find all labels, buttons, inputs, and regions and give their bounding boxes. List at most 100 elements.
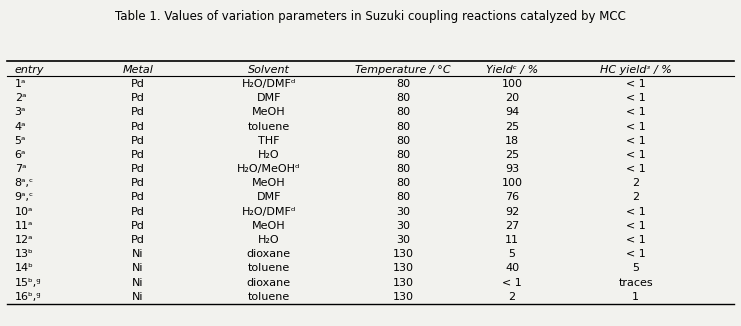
- Text: Pd: Pd: [131, 221, 145, 231]
- Text: MeOH: MeOH: [252, 107, 285, 117]
- Text: 80: 80: [396, 136, 411, 146]
- Text: H₂O/DMFᵈ: H₂O/DMFᵈ: [242, 79, 296, 89]
- Text: 80: 80: [396, 164, 411, 174]
- Text: Temperature / °C: Temperature / °C: [356, 65, 451, 75]
- Text: toluene: toluene: [247, 292, 290, 302]
- Text: Ni: Ni: [133, 292, 144, 302]
- Text: H₂O/MeOHᵈ: H₂O/MeOHᵈ: [237, 164, 301, 174]
- Text: 30: 30: [396, 221, 411, 231]
- Text: 14ᵇ: 14ᵇ: [15, 263, 33, 274]
- Text: Ni: Ni: [133, 278, 144, 288]
- Text: 130: 130: [393, 292, 413, 302]
- Text: Pd: Pd: [131, 207, 145, 217]
- Text: 92: 92: [505, 207, 519, 217]
- Text: DMF: DMF: [256, 93, 281, 103]
- Text: 80: 80: [396, 150, 411, 160]
- Text: Table 1. Values of variation parameters in Suzuki coupling reactions catalyzed b: Table 1. Values of variation parameters …: [115, 10, 626, 23]
- Text: Ni: Ni: [133, 249, 144, 259]
- Text: Pd: Pd: [131, 79, 145, 89]
- Text: THF: THF: [258, 136, 279, 146]
- Text: toluene: toluene: [247, 263, 290, 274]
- Text: 80: 80: [396, 178, 411, 188]
- Text: 5: 5: [632, 263, 639, 274]
- Text: 1: 1: [632, 292, 639, 302]
- Text: Pd: Pd: [131, 178, 145, 188]
- Text: 18: 18: [505, 136, 519, 146]
- Text: Pd: Pd: [131, 164, 145, 174]
- Text: < 1: < 1: [625, 150, 645, 160]
- Text: 10ᵃ: 10ᵃ: [15, 207, 33, 217]
- Text: < 1: < 1: [625, 79, 645, 89]
- Text: 11: 11: [505, 235, 519, 245]
- Text: 2: 2: [632, 192, 639, 202]
- Text: traces: traces: [618, 278, 653, 288]
- Text: 80: 80: [396, 192, 411, 202]
- Text: 11ᵃ: 11ᵃ: [15, 221, 33, 231]
- Text: 7ᵃ: 7ᵃ: [15, 164, 26, 174]
- Text: Pd: Pd: [131, 122, 145, 132]
- Text: H₂O: H₂O: [258, 150, 279, 160]
- Text: 130: 130: [393, 249, 413, 259]
- Text: Pd: Pd: [131, 150, 145, 160]
- Text: Pd: Pd: [131, 93, 145, 103]
- Text: 5ᵃ: 5ᵃ: [15, 136, 26, 146]
- Text: entry: entry: [15, 65, 44, 75]
- Text: < 1: < 1: [625, 235, 645, 245]
- Text: 13ᵇ: 13ᵇ: [15, 249, 33, 259]
- Text: 100: 100: [502, 178, 522, 188]
- Text: Pd: Pd: [131, 136, 145, 146]
- Text: 4ᵃ: 4ᵃ: [15, 122, 26, 132]
- Text: Yieldᶜ / %: Yieldᶜ / %: [486, 65, 538, 75]
- Text: 30: 30: [396, 207, 411, 217]
- Text: 130: 130: [393, 263, 413, 274]
- Text: dioxane: dioxane: [247, 278, 291, 288]
- Text: toluene: toluene: [247, 122, 290, 132]
- Text: 27: 27: [505, 221, 519, 231]
- Text: 80: 80: [396, 107, 411, 117]
- Text: HC yieldᶟ / %: HC yieldᶟ / %: [599, 65, 671, 75]
- Text: 3ᵃ: 3ᵃ: [15, 107, 26, 117]
- Text: < 1: < 1: [625, 221, 645, 231]
- Text: 80: 80: [396, 122, 411, 132]
- Text: 2ᵃ: 2ᵃ: [15, 93, 26, 103]
- Text: 2: 2: [632, 178, 639, 188]
- Text: 80: 80: [396, 79, 411, 89]
- Text: 93: 93: [505, 164, 519, 174]
- Text: < 1: < 1: [625, 164, 645, 174]
- Text: < 1: < 1: [625, 122, 645, 132]
- Text: 16ᵇ,ᵍ: 16ᵇ,ᵍ: [15, 292, 41, 302]
- Text: < 1: < 1: [625, 249, 645, 259]
- Text: DMF: DMF: [256, 192, 281, 202]
- Text: dioxane: dioxane: [247, 249, 291, 259]
- Text: 20: 20: [505, 93, 519, 103]
- Text: 76: 76: [505, 192, 519, 202]
- Text: 12ᵃ: 12ᵃ: [15, 235, 33, 245]
- Text: < 1: < 1: [625, 93, 645, 103]
- Text: 94: 94: [505, 107, 519, 117]
- Text: H₂O/DMFᵈ: H₂O/DMFᵈ: [242, 207, 296, 217]
- Text: Ni: Ni: [133, 263, 144, 274]
- Text: Solvent: Solvent: [248, 65, 290, 75]
- Text: 9ᵃ,ᶜ: 9ᵃ,ᶜ: [15, 192, 34, 202]
- Text: H₂O: H₂O: [258, 235, 279, 245]
- Text: Pd: Pd: [131, 192, 145, 202]
- Text: < 1: < 1: [502, 278, 522, 288]
- Text: Pd: Pd: [131, 107, 145, 117]
- Text: 130: 130: [393, 278, 413, 288]
- Text: 2: 2: [508, 292, 516, 302]
- Text: 5: 5: [508, 249, 516, 259]
- Text: MeOH: MeOH: [252, 221, 285, 231]
- Text: 80: 80: [396, 93, 411, 103]
- Text: 40: 40: [505, 263, 519, 274]
- Text: < 1: < 1: [625, 107, 645, 117]
- Text: 15ᵇ,ᵍ: 15ᵇ,ᵍ: [15, 278, 41, 288]
- Text: Metal: Metal: [123, 65, 153, 75]
- Text: < 1: < 1: [625, 207, 645, 217]
- Text: Pd: Pd: [131, 235, 145, 245]
- Text: 100: 100: [502, 79, 522, 89]
- Text: MeOH: MeOH: [252, 178, 285, 188]
- Text: 6ᵃ: 6ᵃ: [15, 150, 26, 160]
- Text: 30: 30: [396, 235, 411, 245]
- Text: < 1: < 1: [625, 136, 645, 146]
- Text: 1ᵃ: 1ᵃ: [15, 79, 26, 89]
